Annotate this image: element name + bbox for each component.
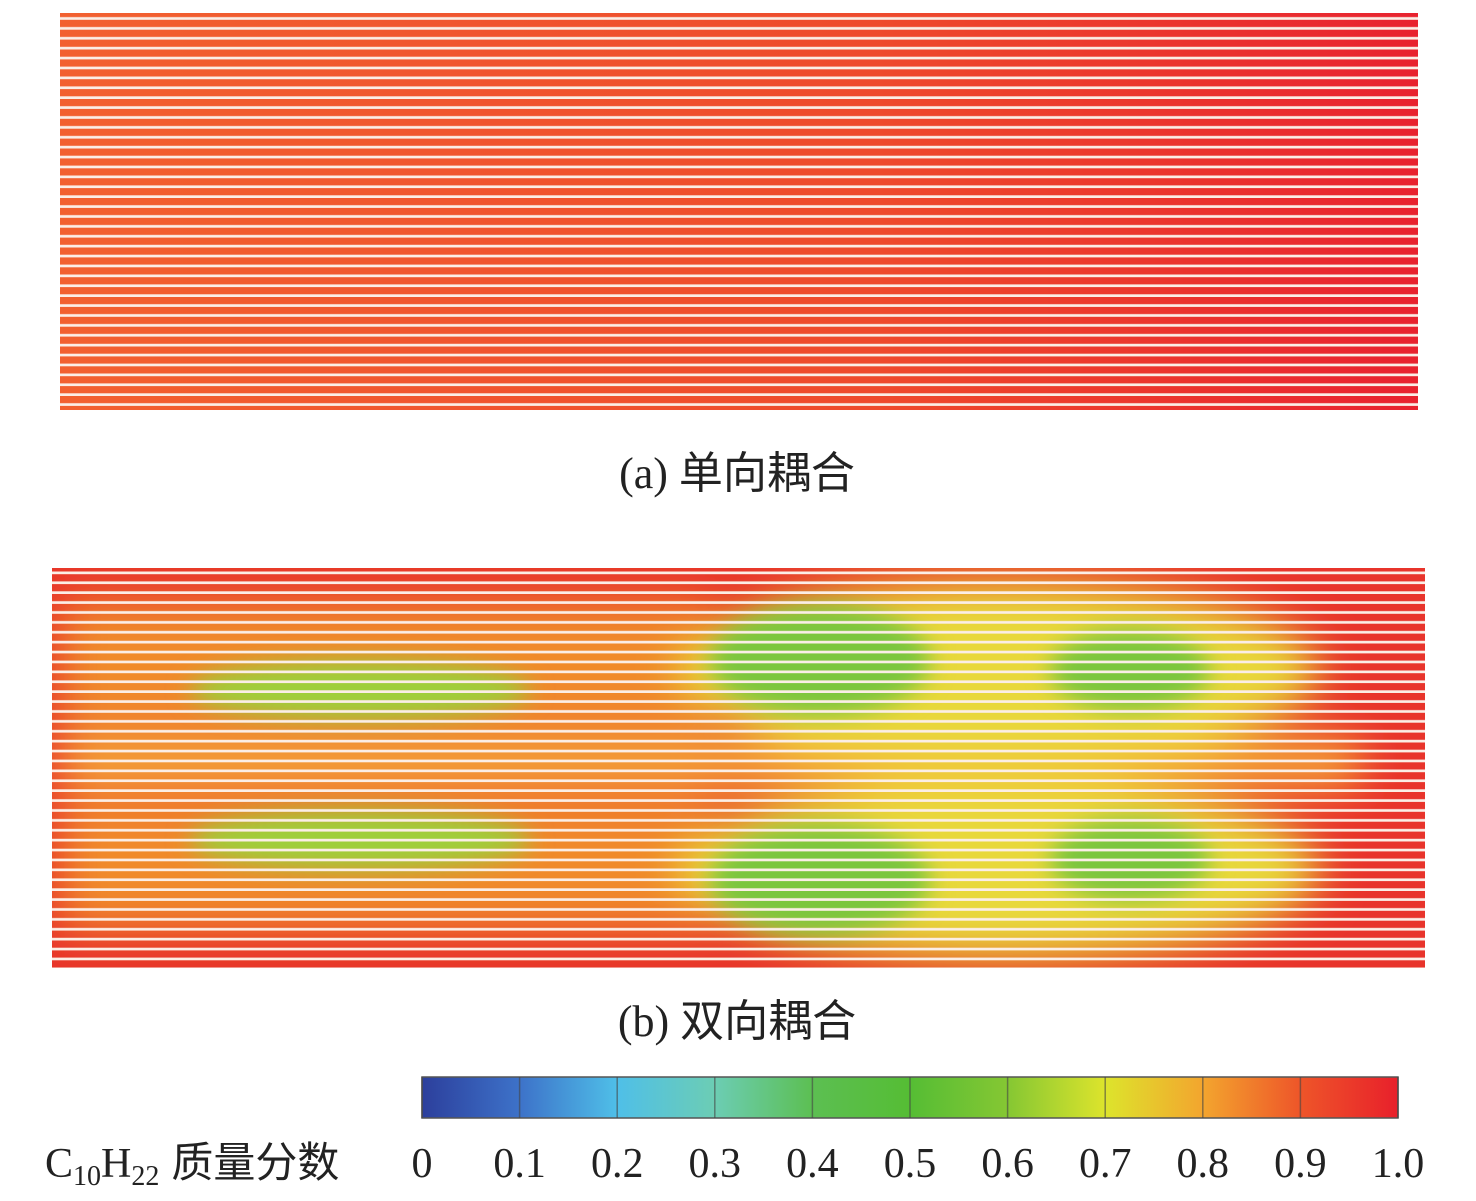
- tick-label: 0.3: [689, 1141, 742, 1187]
- tick-label: 0.5: [884, 1141, 937, 1187]
- tick-label: 0.8: [1177, 1141, 1230, 1187]
- colorbar: [421, 1076, 1399, 1119]
- colorbar-label: C10H22 质量分数: [45, 1141, 339, 1192]
- tick-label: 0.6: [981, 1141, 1034, 1187]
- tick-label: 1.0: [1372, 1141, 1425, 1187]
- label-part: 质量分数: [171, 1141, 339, 1187]
- tick-label: 0.2: [591, 1141, 644, 1187]
- label-part: 22: [131, 1161, 159, 1192]
- label-part: C: [45, 1141, 73, 1187]
- label-part: 10: [73, 1161, 101, 1192]
- caption: (a) 单向耦合: [619, 449, 855, 498]
- tick-label: 0: [412, 1141, 433, 1187]
- tick-label: 0.9: [1274, 1141, 1327, 1187]
- label-part: H: [101, 1141, 131, 1187]
- caption: (b) 双向耦合: [618, 997, 856, 1046]
- panel-a: [60, 13, 1418, 410]
- panel-b: [52, 568, 1425, 968]
- tick-label: 0.1: [493, 1141, 546, 1187]
- tick-label: 0.7: [1079, 1141, 1132, 1187]
- tick-label: 0.4: [786, 1141, 839, 1187]
